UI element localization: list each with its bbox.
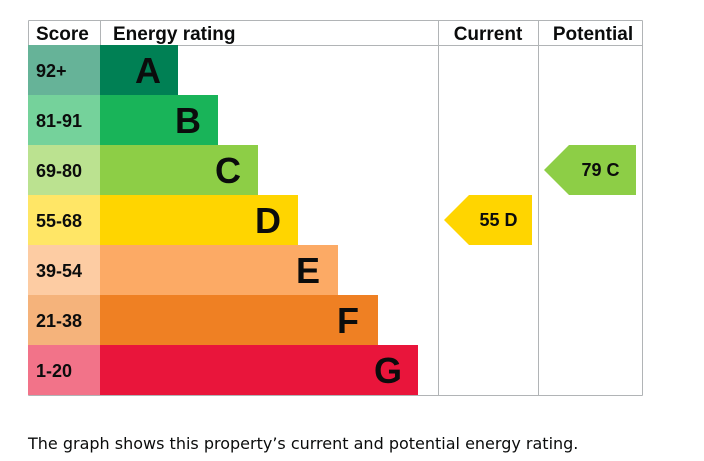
band-letter-f: F <box>337 300 359 341</box>
band-bar-f <box>100 295 378 345</box>
band-letter-c: C <box>215 150 241 191</box>
band-letter-b: B <box>175 100 201 141</box>
band-letter-d: D <box>255 200 281 241</box>
current-rating-label: 55 D <box>479 210 517 230</box>
score-range-f: 21-38 <box>36 311 82 331</box>
band-letter-g: G <box>374 350 402 391</box>
score-cell-g <box>28 345 100 395</box>
potential-rating-arrow <box>544 145 636 195</box>
score-range-c: 69-80 <box>36 161 82 181</box>
score-cell-b <box>28 95 100 145</box>
score-range-g: 1-20 <box>36 361 72 381</box>
current-rating-arrow <box>444 195 532 245</box>
score-range-e: 39-54 <box>36 261 82 281</box>
energy-rating-chart: Score Energy rating Current Potential 92… <box>28 20 643 396</box>
score-cell-e <box>28 245 100 295</box>
band-bar-d <box>100 195 298 245</box>
band-bar-b <box>100 95 218 145</box>
band-bar-g <box>100 345 418 395</box>
current-header: Current <box>454 24 523 45</box>
potential-rating-label: 79 C <box>581 160 619 180</box>
band-letter-e: E <box>296 250 320 291</box>
energy-rating-header: Energy rating <box>113 24 235 45</box>
band-bar-a <box>100 45 178 95</box>
band-bar-c <box>100 145 258 195</box>
score-range-d: 55-68 <box>36 211 82 231</box>
score-cell-f <box>28 295 100 345</box>
band-bar-e <box>100 245 338 295</box>
score-cell-c <box>28 145 100 195</box>
score-header: Score <box>36 24 89 45</box>
score-range-b: 81-91 <box>36 111 82 131</box>
header-row: Score Energy rating Current Potential <box>36 24 633 45</box>
rating-bands: 92+ A 81-91 B 69-80 C 55-68 D 39-54 E 21-38 F 1-20 G <box>28 45 418 395</box>
chart-caption: The graph shows this property’s current … <box>28 434 579 453</box>
potential-header: Potential <box>553 24 633 45</box>
score-cell-a <box>28 45 100 95</box>
score-range-a: 92+ <box>36 61 67 81</box>
rating-arrows: 55 D 79 C <box>444 145 636 245</box>
band-letter-a: A <box>135 50 161 91</box>
score-cell-d <box>28 195 100 245</box>
